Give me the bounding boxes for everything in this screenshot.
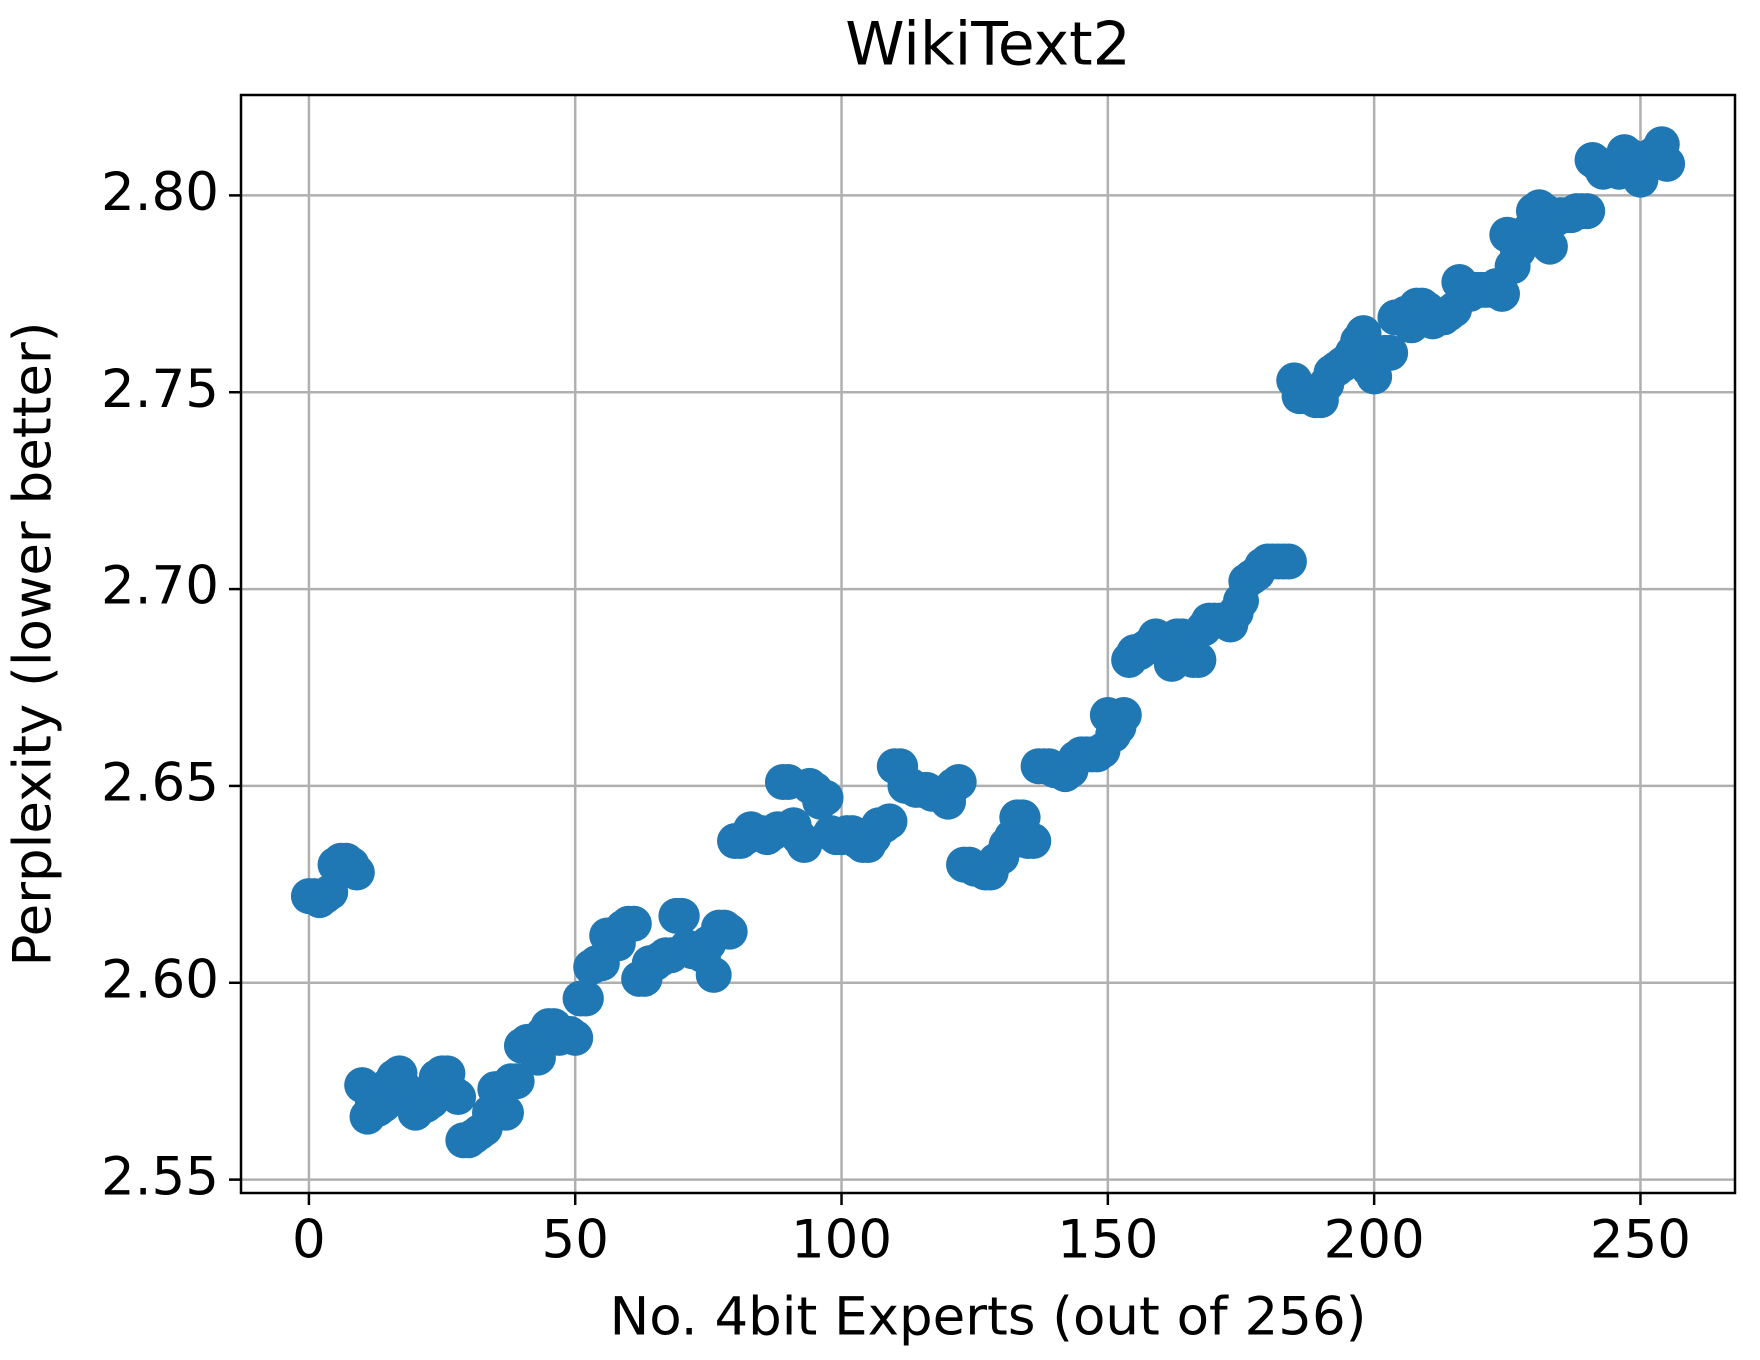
data-point (440, 1078, 477, 1115)
x-tick-label: 250 (1590, 1210, 1691, 1271)
y-tick-label: 2.60 (101, 949, 219, 1010)
y-tick-label: 2.80 (101, 162, 219, 223)
x-tick-label: 100 (791, 1210, 892, 1271)
data-point (695, 956, 732, 993)
data-point (567, 980, 604, 1017)
plot-frame (239, 93, 1737, 1195)
data-point (1270, 543, 1307, 580)
data-point (1483, 275, 1520, 312)
data-point (1180, 641, 1217, 678)
data-point (312, 874, 349, 911)
chart-title: WikiText2 (845, 10, 1131, 80)
y-tick-label: 2.55 (101, 1146, 219, 1207)
data-point (1569, 193, 1606, 230)
data-point (711, 913, 748, 950)
data-point (1531, 228, 1568, 265)
data-point (871, 803, 908, 840)
data-point (615, 905, 652, 942)
data-point (807, 779, 844, 816)
y-axis-label: Perplexity (lower better) (3, 322, 64, 967)
data-point (1372, 334, 1409, 371)
x-tick-label: 0 (292, 1210, 326, 1271)
data-point (663, 897, 700, 934)
data-point (1015, 823, 1052, 860)
data-point (498, 1063, 535, 1100)
data-point (338, 854, 375, 891)
data-point (487, 1094, 524, 1131)
y-tick-label: 2.65 (101, 753, 219, 814)
data-point (557, 1019, 594, 1056)
data-point (940, 763, 977, 800)
y-tick-label: 2.70 (101, 556, 219, 617)
x-tick-label: 50 (541, 1210, 608, 1271)
x-axis-label: No. 4bit Experts (out of 256) (610, 1287, 1367, 1348)
x-tick-label: 200 (1324, 1210, 1425, 1271)
data-point (1649, 145, 1686, 182)
x-tick-label: 150 (1057, 1210, 1158, 1271)
data-point (1105, 697, 1142, 734)
y-tick-label: 2.75 (101, 359, 219, 420)
